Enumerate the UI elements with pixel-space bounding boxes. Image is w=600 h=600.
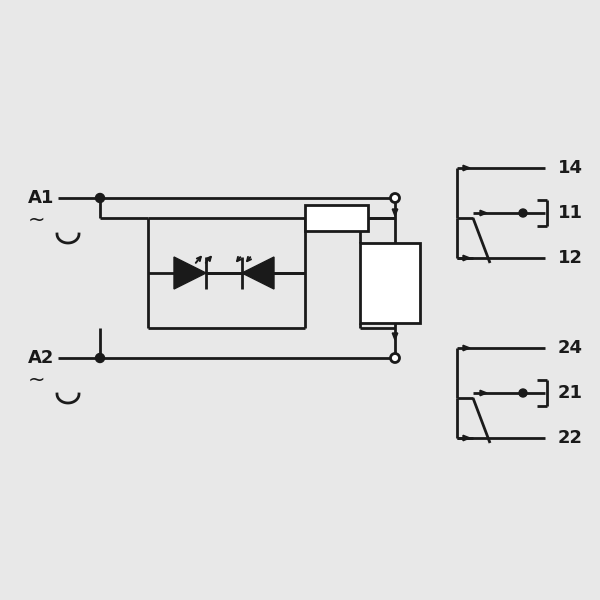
- Polygon shape: [480, 390, 487, 396]
- Polygon shape: [242, 257, 274, 289]
- Text: 14: 14: [558, 159, 583, 177]
- Circle shape: [392, 195, 398, 201]
- Polygon shape: [392, 333, 398, 340]
- Circle shape: [391, 353, 400, 362]
- Text: 12: 12: [558, 249, 583, 267]
- Polygon shape: [463, 345, 470, 351]
- Circle shape: [519, 389, 527, 397]
- Text: 21: 21: [558, 384, 583, 402]
- Circle shape: [519, 209, 527, 217]
- Text: ~: ~: [28, 370, 46, 390]
- Text: 11: 11: [558, 204, 583, 222]
- Circle shape: [391, 193, 400, 202]
- Polygon shape: [463, 165, 470, 171]
- Bar: [305, 205, 368, 231]
- Bar: [360, 243, 420, 323]
- Polygon shape: [174, 257, 206, 289]
- Circle shape: [95, 353, 104, 362]
- Polygon shape: [392, 209, 398, 216]
- Text: A2: A2: [28, 349, 55, 367]
- Polygon shape: [463, 435, 470, 441]
- Text: 22: 22: [558, 429, 583, 447]
- Text: ~: ~: [28, 210, 46, 230]
- Polygon shape: [480, 210, 487, 216]
- Text: A1: A1: [28, 189, 55, 207]
- Polygon shape: [463, 255, 470, 261]
- Circle shape: [95, 193, 104, 202]
- Text: 24: 24: [558, 339, 583, 357]
